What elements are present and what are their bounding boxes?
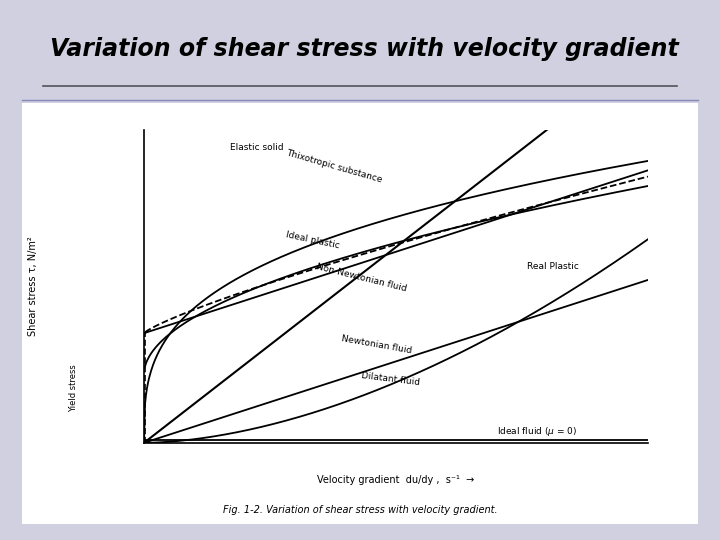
Text: Variation of shear stress with velocity gradient: Variation of shear stress with velocity … bbox=[50, 37, 679, 60]
FancyBboxPatch shape bbox=[1, 90, 719, 536]
Text: Yield stress: Yield stress bbox=[69, 364, 78, 412]
Text: Non-Newtonian fluid: Non-Newtonian fluid bbox=[315, 262, 408, 293]
Text: Ideal plastic: Ideal plastic bbox=[285, 231, 341, 251]
Text: Newtonian fluid: Newtonian fluid bbox=[341, 334, 413, 355]
Text: Dilatant fluid: Dilatant fluid bbox=[361, 371, 420, 387]
Text: Fig. 1-2. Variation of shear stress with velocity gradient.: Fig. 1-2. Variation of shear stress with… bbox=[222, 505, 498, 515]
Text: Shear stress τ, N/m²: Shear stress τ, N/m² bbox=[28, 237, 38, 336]
Text: Elastic solid: Elastic solid bbox=[230, 143, 283, 152]
Text: Velocity gradient  du/dy ,  s⁻¹  →: Velocity gradient du/dy , s⁻¹ → bbox=[318, 475, 474, 485]
Text: Thixotropic substance: Thixotropic substance bbox=[285, 148, 383, 185]
Text: Ideal fluid ($\mu$ = 0): Ideal fluid ($\mu$ = 0) bbox=[497, 425, 577, 438]
Text: Real Plastic: Real Plastic bbox=[527, 262, 579, 271]
